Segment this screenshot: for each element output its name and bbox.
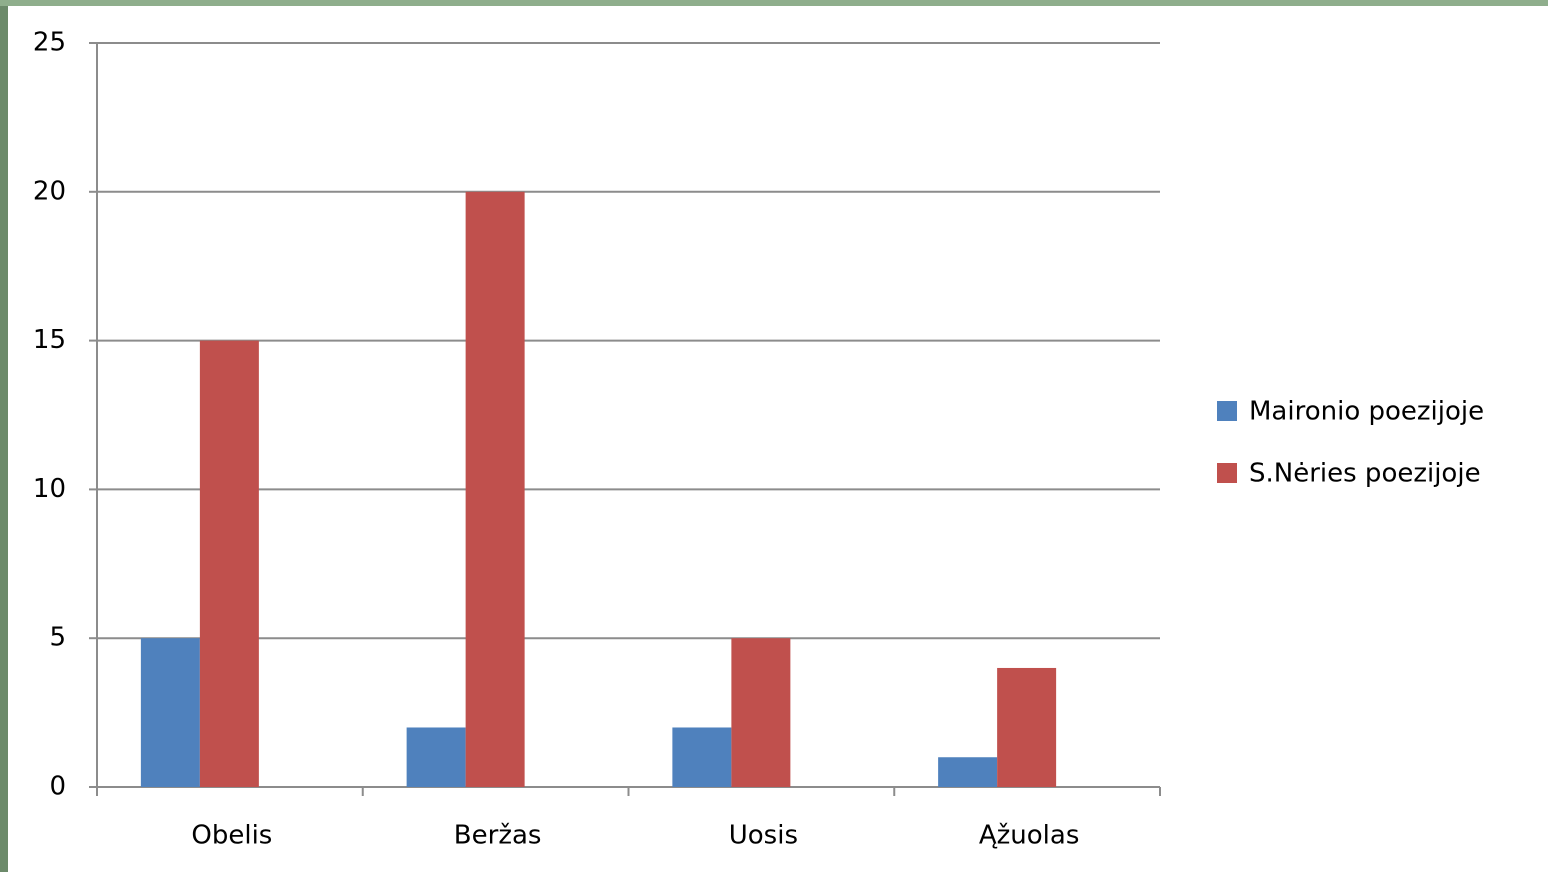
bar [465,191,525,788]
x-tick-label: Beržas [454,821,542,851]
bar [199,340,259,787]
y-tick-label: 20 [33,176,66,206]
legend-label: Maironio poezijoje [1249,397,1484,427]
bar [938,757,998,787]
x-tick-label: Uosis [729,821,798,851]
legend-label: S.Nėries poezijoje [1249,459,1481,489]
y-tick-label: 5 [49,623,66,653]
x-tick-label: Ąžuolas [979,821,1080,851]
legend-swatch [1217,401,1237,421]
bar [140,638,200,787]
y-tick-label: 25 [33,28,66,58]
y-tick-label: 0 [49,772,66,802]
bar [672,727,732,787]
legend-swatch [1217,463,1237,483]
frame-edge [0,0,1548,6]
y-tick-label: 10 [33,474,66,504]
frame-edge [0,0,8,872]
bar [731,638,791,787]
bar [997,667,1057,787]
y-tick-label: 15 [33,325,66,355]
bar [406,727,466,787]
x-tick-label: Obelis [191,821,272,851]
